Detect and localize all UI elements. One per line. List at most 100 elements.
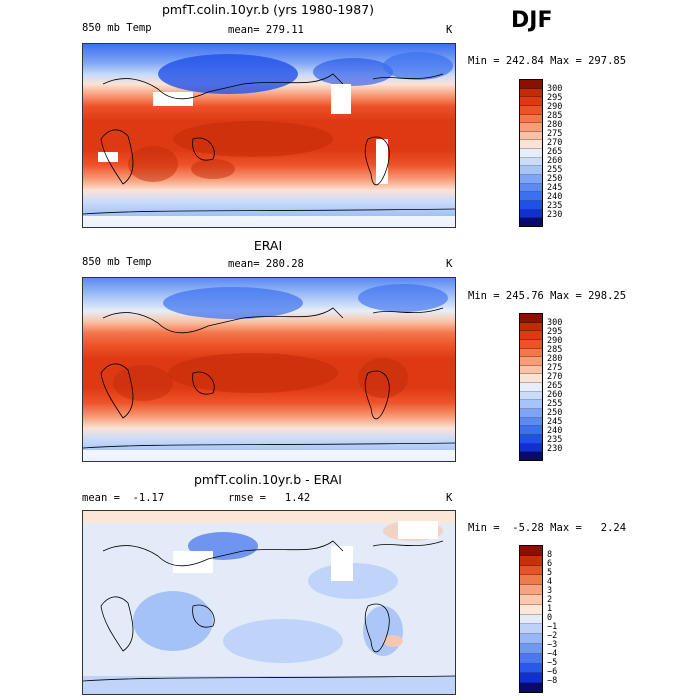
colorbar-swatch <box>520 417 542 427</box>
colorbar-swatch <box>520 426 542 435</box>
panel-2-colorbar <box>519 313 543 461</box>
colorbar-swatch <box>520 409 542 418</box>
colorbar-tick-label: −2 <box>547 631 558 641</box>
colorbar-tick-label: −3 <box>547 640 558 650</box>
colorbar-swatch <box>520 575 542 586</box>
colorbar-swatch <box>520 105 542 115</box>
colorbar-swatch <box>520 604 542 615</box>
panel-2-title: ERAI <box>253 238 283 253</box>
colorbar-tick-label: −5 <box>547 658 558 668</box>
colorbar-swatch <box>520 166 542 176</box>
colorbar-swatch <box>520 673 542 684</box>
colorbar-tick-label: 275 <box>547 363 563 373</box>
colorbar-swatch <box>520 183 542 193</box>
colorbar-tick-label: 255 <box>547 399 563 409</box>
panel-1-colorbar <box>519 79 543 227</box>
colorbar-swatch <box>520 383 542 392</box>
colorbar-swatch <box>520 209 542 219</box>
colorbar-tick-label: 255 <box>547 165 563 175</box>
colorbar-swatch <box>520 565 542 576</box>
panel-2-colorbar-labels: 300 295 290 285 280 275 270 265 260 255 … <box>547 318 587 464</box>
panel-2-unit: K <box>446 258 453 270</box>
colorbar-swatch <box>520 653 542 664</box>
colorbar-tick-label: 265 <box>547 147 563 157</box>
panel-3-colorbar-labels: 8 6 5 4 3 2 1 0 −1 −2 −3 −4 −5 −6 −8 <box>547 550 587 696</box>
colorbar-swatch <box>520 546 542 556</box>
colorbar-tick-label: 275 <box>547 129 563 139</box>
colorbar-swatch <box>520 114 542 124</box>
colorbar-tick-label: 250 <box>547 174 563 184</box>
colorbar-swatch <box>520 175 542 184</box>
colorbar-tick-label: 0 <box>547 613 553 623</box>
colorbar-tick-label: 250 <box>547 408 563 418</box>
colorbar-swatch <box>520 663 542 674</box>
panel-1-colorbar-labels: 300 295 290 285 280 275 270 265 260 255 … <box>547 84 587 230</box>
colorbar-tick-label: 235 <box>547 201 563 211</box>
panel-2-mean: mean= 280.28 <box>228 258 304 270</box>
colorbar-tick-label: 300 <box>547 84 563 94</box>
colorbar-tick-label: −6 <box>547 667 558 677</box>
colorbar-swatch <box>520 683 542 692</box>
colorbar-tick-label: 285 <box>547 345 563 355</box>
colorbar-swatch <box>520 131 542 141</box>
colorbar-swatch <box>520 634 542 644</box>
panel-3-colorbar <box>519 545 543 693</box>
colorbar-tick-label: 3 <box>547 586 553 596</box>
colorbar-swatch <box>520 218 542 226</box>
colorbar-tick-label: 8 <box>547 550 553 560</box>
panel-3-minmax: Min = -5.28 Max = 2.24 <box>468 522 627 534</box>
colorbar-tick-label: 290 <box>547 336 563 346</box>
colorbar-swatch <box>520 594 542 605</box>
colorbar-swatch <box>520 348 542 358</box>
panel-3-mean: mean = -1.17 <box>82 492 165 504</box>
colorbar-swatch <box>520 140 542 150</box>
colorbar-tick-label: 2 <box>547 595 553 605</box>
colorbar-tick-label: 295 <box>547 93 563 103</box>
panel-2-variable: 850 mb Temp <box>82 256 152 268</box>
colorbar-swatch <box>520 314 542 323</box>
colorbar-tick-label: 300 <box>547 318 563 328</box>
panel-1-unit: K <box>446 24 453 36</box>
colorbar-tick-label: 230 <box>547 210 563 220</box>
panel-2-map <box>82 277 456 462</box>
colorbar-tick-label: 240 <box>547 192 563 202</box>
colorbar-tick-label: 260 <box>547 390 563 400</box>
panel-1-map <box>82 43 456 228</box>
colorbar-swatch <box>520 614 542 625</box>
panel-3-rmse: rmse = 1.42 <box>228 492 311 504</box>
colorbar-swatch <box>520 643 542 654</box>
colorbar-tick-label: −1 <box>547 622 558 632</box>
colorbar-swatch <box>520 331 542 340</box>
colorbar-tick-label: 245 <box>547 183 563 193</box>
colorbar-tick-label: 1 <box>547 604 553 614</box>
colorbar-swatch <box>520 391 542 401</box>
panel-1-title: pmfT.colin.10yr.b (yrs 1980-1987) <box>161 2 375 17</box>
colorbar-swatch <box>520 200 542 210</box>
colorbar-swatch <box>520 123 542 132</box>
colorbar-swatch <box>520 97 542 106</box>
panel-3-unit: K <box>446 492 453 504</box>
colorbar-swatch <box>520 555 542 566</box>
colorbar-swatch <box>520 339 542 349</box>
colorbar-swatch <box>520 434 542 444</box>
colorbar-swatch <box>520 365 542 375</box>
colorbar-swatch <box>520 192 542 201</box>
panel-1-minmax: Min = 242.84 Max = 297.85 <box>468 55 627 67</box>
colorbar-tick-label: 260 <box>547 156 563 166</box>
colorbar-tick-label: 235 <box>547 435 563 445</box>
colorbar-tick-label: 280 <box>547 120 563 130</box>
colorbar-swatch <box>520 585 542 595</box>
colorbar-tick-label: −8 <box>547 676 558 686</box>
colorbar-tick-label: 280 <box>547 354 563 364</box>
season-label: DJF <box>511 8 553 33</box>
colorbar-swatch <box>520 88 542 98</box>
colorbar-swatch <box>520 357 542 366</box>
colorbar-swatch <box>520 322 542 332</box>
panel-1-variable: 850 mb Temp <box>82 22 152 34</box>
colorbar-swatch <box>520 443 542 453</box>
colorbar-tick-label: 4 <box>547 577 553 587</box>
colorbar-tick-label: 270 <box>547 372 563 382</box>
colorbar-tick-label: 270 <box>547 138 563 148</box>
colorbar-swatch <box>520 80 542 89</box>
colorbar-tick-label: 6 <box>547 559 553 569</box>
